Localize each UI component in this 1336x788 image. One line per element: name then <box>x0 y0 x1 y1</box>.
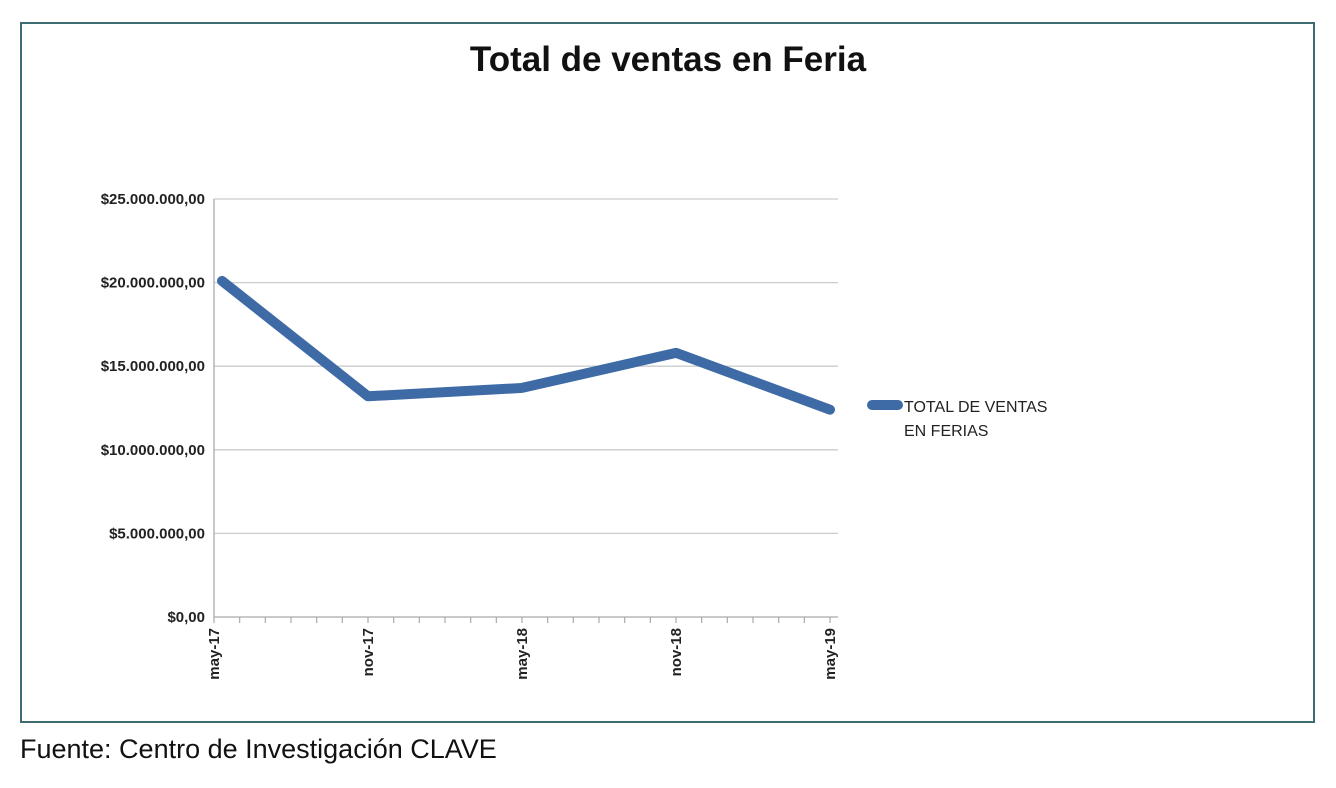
x-tick-label: may-19 <box>822 628 839 680</box>
source-note: Fuente: Centro de Investigación CLAVE <box>20 734 497 764</box>
y-tick-label: $15.000.000,00 <box>101 358 205 375</box>
chart-frame <box>20 22 1315 723</box>
x-tick-label: may-18 <box>514 628 531 680</box>
legend-label: TOTAL DE VENTAS EN FERIAS <box>904 399 1048 440</box>
series-line <box>217 275 835 415</box>
x-tick-label: nov-17 <box>360 628 377 676</box>
y-tick-label: $10.000.000,00 <box>101 442 205 459</box>
chart-title: Total de ventas en Feria <box>469 40 867 79</box>
y-tick-label: $5.000.000,00 <box>109 525 205 542</box>
y-tick-label: $20.000.000,00 <box>101 275 205 292</box>
x-tick-label: may-17 <box>206 628 223 680</box>
y-tick-label: $25.000.000,00 <box>101 191 205 208</box>
x-tick-label: nov-18 <box>668 628 685 676</box>
y-tick-label: $0,00 <box>167 609 205 626</box>
